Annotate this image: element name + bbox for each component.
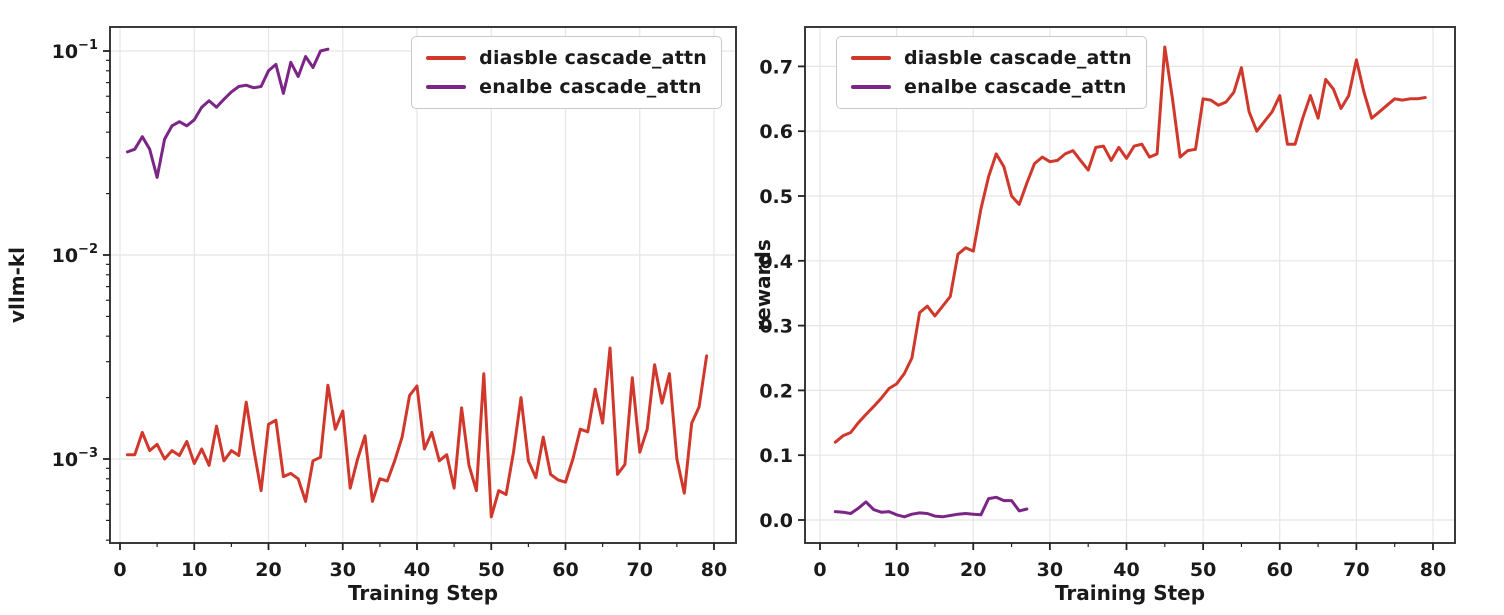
tick-labels: 0 10 20 30 40 50 60 70 80 0.0 0.1 0.2 0.3 0.4 0.5 0.6 0.… bbox=[759, 56, 1446, 581]
series-diasble-cascade-attn bbox=[833, 45, 1427, 444]
purple-line-swatch bbox=[851, 85, 891, 89]
svg-text:10: 10 bbox=[181, 559, 207, 581]
legend-entry-enable: enalbe cascade_attn bbox=[426, 76, 707, 98]
svg-text:0.4: 0.4 bbox=[759, 251, 793, 273]
svg-text:0.7: 0.7 bbox=[759, 56, 793, 78]
svg-text:0.3: 0.3 bbox=[759, 316, 793, 338]
axis-labels: Training Step vllm-kl bbox=[5, 247, 498, 605]
svg-text:10−2: 10−2 bbox=[52, 242, 98, 267]
legend: diasble cascade_attn enalbe cascade_attn bbox=[411, 36, 722, 109]
svg-text:20: 20 bbox=[255, 559, 281, 581]
svg-text:0.2: 0.2 bbox=[759, 380, 793, 402]
svg-text:0.1: 0.1 bbox=[759, 445, 793, 467]
purple-line-swatch bbox=[426, 85, 467, 89]
chart-vllm-kl: 0 10 20 30 40 50 60 70 80 10−1 10−2 10−3 Training St… bbox=[5, 26, 737, 605]
svg-text:rewards: rewards bbox=[752, 239, 775, 330]
svg-text:30: 30 bbox=[1037, 559, 1063, 581]
svg-text:0: 0 bbox=[113, 559, 126, 581]
svg-text:vllm-kl: vllm-kl bbox=[5, 247, 29, 323]
legend-label: diasble cascade_attn bbox=[904, 47, 1132, 69]
svg-text:20: 20 bbox=[960, 559, 986, 581]
svg-text:40: 40 bbox=[404, 559, 430, 581]
svg-text:Training Step: Training Step bbox=[1055, 581, 1205, 605]
plot-border bbox=[804, 26, 1456, 544]
svg-text:0: 0 bbox=[813, 559, 826, 581]
ticks bbox=[798, 65, 1434, 550]
svg-text:0.6: 0.6 bbox=[759, 121, 793, 143]
legend: diasble cascade_attn enalbe cascade_attn bbox=[836, 36, 1147, 109]
legend-label: enalbe cascade_attn bbox=[904, 76, 1127, 98]
legend-entry-enable: enalbe cascade_attn bbox=[851, 76, 1132, 98]
chart-rewards: 0 10 20 30 40 50 60 70 80 0.0 0.1 0.2 0.3 0.4 0.5 0.6 0.… bbox=[752, 0, 1504, 615]
axis-labels: Training Step rewards bbox=[752, 239, 1205, 605]
plot-border bbox=[109, 26, 737, 544]
svg-text:40: 40 bbox=[1113, 559, 1139, 581]
red-line-swatch bbox=[426, 56, 467, 60]
svg-text:60: 60 bbox=[552, 559, 578, 581]
svg-text:60: 60 bbox=[1267, 559, 1293, 581]
svg-text:0.5: 0.5 bbox=[759, 186, 793, 208]
legend-entry-disable: diasble cascade_attn bbox=[851, 47, 1132, 69]
series-enalbe-cascade-attn bbox=[125, 47, 330, 179]
svg-text:0.0: 0.0 bbox=[759, 510, 793, 532]
svg-text:50: 50 bbox=[1190, 559, 1216, 581]
svg-text:10: 10 bbox=[883, 559, 909, 581]
svg-text:80: 80 bbox=[1420, 559, 1446, 581]
svg-text:80: 80 bbox=[701, 559, 727, 581]
svg-text:70: 70 bbox=[1343, 559, 1369, 581]
red-line-swatch bbox=[851, 56, 891, 60]
svg-text:10−3: 10−3 bbox=[52, 446, 98, 471]
svg-text:50: 50 bbox=[478, 559, 504, 581]
series-enalbe-cascade-attn bbox=[833, 495, 1029, 519]
svg-text:10−1: 10−1 bbox=[52, 38, 98, 63]
ticks bbox=[103, 50, 715, 550]
svg-text:Training Step: Training Step bbox=[348, 581, 498, 605]
svg-text:30: 30 bbox=[330, 559, 356, 581]
tick-labels: 0 10 20 30 40 50 60 70 80 10−1 10−2 10−3 bbox=[52, 38, 728, 581]
rewards-plot: 0 10 20 30 40 50 60 70 80 0.0 0.1 0.2 0.3 0.4 0.5 0.6 0.… bbox=[752, 26, 1456, 605]
legend-label: diasble cascade_attn bbox=[479, 47, 707, 69]
series-diasble-cascade-attn bbox=[125, 346, 709, 519]
legend-label: enalbe cascade_attn bbox=[479, 76, 702, 98]
svg-text:70: 70 bbox=[627, 559, 653, 581]
legend-entry-disable: diasble cascade_attn bbox=[426, 47, 707, 69]
